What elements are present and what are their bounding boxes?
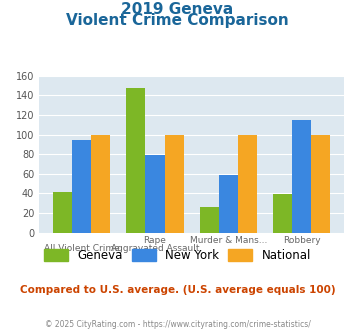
Bar (273, 194, 292, 233)
Legend: Geneva, New York, National: Geneva, New York, National (39, 244, 316, 266)
Bar (146, 155, 164, 233)
Text: Aggravated Assault: Aggravated Assault (111, 244, 199, 253)
Bar (219, 175, 238, 233)
Text: © 2025 CityRating.com - https://www.cityrating.com/crime-statistics/: © 2025 CityRating.com - https://www.city… (45, 320, 310, 329)
Bar (53, 191, 72, 233)
Text: 2019 Geneva: 2019 Geneva (121, 2, 234, 16)
Bar (311, 135, 331, 233)
Text: Robbery: Robbery (283, 236, 321, 245)
Text: All Violent Crime: All Violent Crime (44, 244, 119, 253)
Bar (72, 140, 91, 233)
Text: Rape: Rape (143, 236, 166, 245)
Text: Violent Crime Comparison: Violent Crime Comparison (66, 13, 289, 28)
Text: Murder & Mans...: Murder & Mans... (190, 236, 267, 245)
Bar (126, 88, 146, 233)
Bar (292, 120, 311, 233)
Bar (164, 135, 184, 233)
Bar (91, 135, 110, 233)
Text: Compared to U.S. average. (U.S. average equals 100): Compared to U.S. average. (U.S. average … (20, 285, 335, 295)
Bar (200, 207, 219, 233)
Bar (238, 135, 257, 233)
